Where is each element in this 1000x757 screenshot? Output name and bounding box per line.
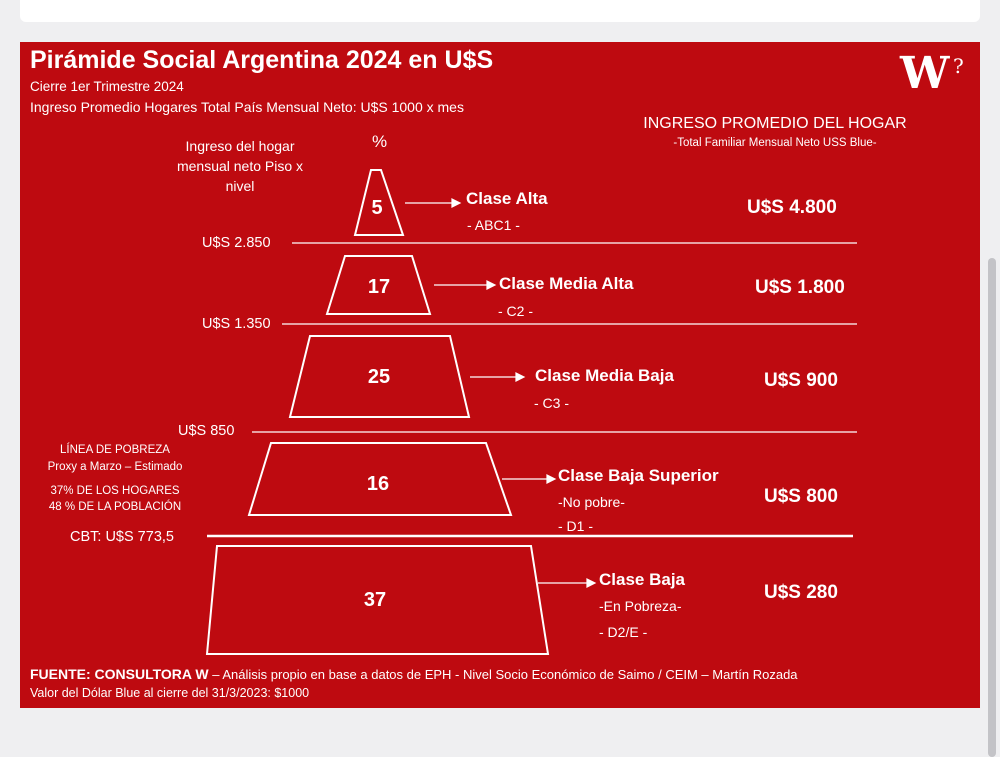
pyramid-level-media-baja xyxy=(288,335,471,418)
chart-subtitle: Cierre 1er Trimestre 2024 xyxy=(30,79,184,94)
level-baja-pct: 37 xyxy=(363,589,387,611)
level-baja-superior-name: Clase Baja Superior xyxy=(558,466,719,485)
level-alta-income: U$S 4.800 xyxy=(747,197,837,218)
level-baja-superior-code: -No pobre- xyxy=(558,494,625,510)
header-avg-income: INGRESO PROMEDIO DEL HOGAR xyxy=(643,115,907,132)
level-media-baja-income: U$S 900 xyxy=(764,370,838,391)
poverty-households: 37% DE LOS HOGARES xyxy=(50,485,180,497)
level-media-baja-code: - C3 - xyxy=(534,395,569,411)
poverty-population: 48 % DE LA POBLACIÓN xyxy=(48,501,182,513)
level-alta-pct: 5 xyxy=(371,197,383,219)
source-line: FUENTE: CONSULTORA W – Análisis propio e… xyxy=(30,666,798,682)
chart-title: Pirámide Social Argentina 2024 en U$S xyxy=(30,46,494,74)
logo-question-mark: ? xyxy=(953,54,964,78)
level-baja-name: Clase Baja xyxy=(599,570,685,589)
pyramid-level-alta xyxy=(353,169,405,236)
level-media-alta-pct: 17 xyxy=(367,276,391,298)
level-media-baja-name: Clase Media Baja xyxy=(535,366,674,385)
scrollbar[interactable] xyxy=(988,258,996,757)
infographic-panel: Pirámide Social Argentina 2024 en U$S Ci… xyxy=(20,42,980,708)
source-text: – Análisis propio en base a datos de EPH… xyxy=(208,667,798,682)
dollar-note: Valor del Dólar Blue al cierre del 31/3/… xyxy=(30,686,310,700)
threshold-2850: U$S 2.850 xyxy=(202,235,271,251)
level-media-baja-pct: 25 xyxy=(367,366,391,388)
level-media-alta-name: Clase Media Alta xyxy=(499,274,634,293)
pyramid-graphic xyxy=(205,169,857,655)
chart-subtitle-income: Ingreso Promedio Hogares Total País Mens… xyxy=(30,99,464,115)
level-baja-superior-code2: - D1 - xyxy=(558,518,593,534)
header-income-floor: Ingreso del hogar mensual neto Piso x ni… xyxy=(176,138,304,194)
header-percent: % xyxy=(372,132,388,151)
top-card xyxy=(20,0,980,22)
threshold-1350: U$S 1.350 xyxy=(202,316,271,332)
level-media-alta-code: - C2 - xyxy=(498,303,533,319)
threshold-cbt: CBT: U$S 773,5 xyxy=(70,529,174,545)
source-label: FUENTE: CONSULTORA W xyxy=(30,666,209,682)
header-avg-income-sub: -Total Familiar Mensual Neto USS Blue- xyxy=(673,137,877,149)
poverty-line-proxy: Proxy a Marzo – Estimado xyxy=(47,461,183,473)
level-baja-income: U$S 280 xyxy=(764,582,838,603)
level-baja-superior-pct: 16 xyxy=(366,473,390,495)
pyramid-level-media-alta xyxy=(325,255,432,315)
level-baja-code: -En Pobreza- xyxy=(599,598,682,614)
pyramid-level-baja xyxy=(205,545,550,655)
level-baja-code2: - D2/E - xyxy=(599,624,648,640)
pyramid-level-baja-superior xyxy=(247,442,513,516)
level-alta-name: Clase Alta xyxy=(466,189,548,208)
level-alta-code: - ABC1 - xyxy=(467,217,520,233)
level-baja-superior-income: U$S 800 xyxy=(764,486,838,507)
logo-w-icon: W xyxy=(900,48,949,99)
level-media-alta-income: U$S 1.800 xyxy=(755,277,845,298)
poverty-line-title: LÍNEA DE POBREZA xyxy=(60,444,170,456)
threshold-850: U$S 850 xyxy=(178,423,235,439)
